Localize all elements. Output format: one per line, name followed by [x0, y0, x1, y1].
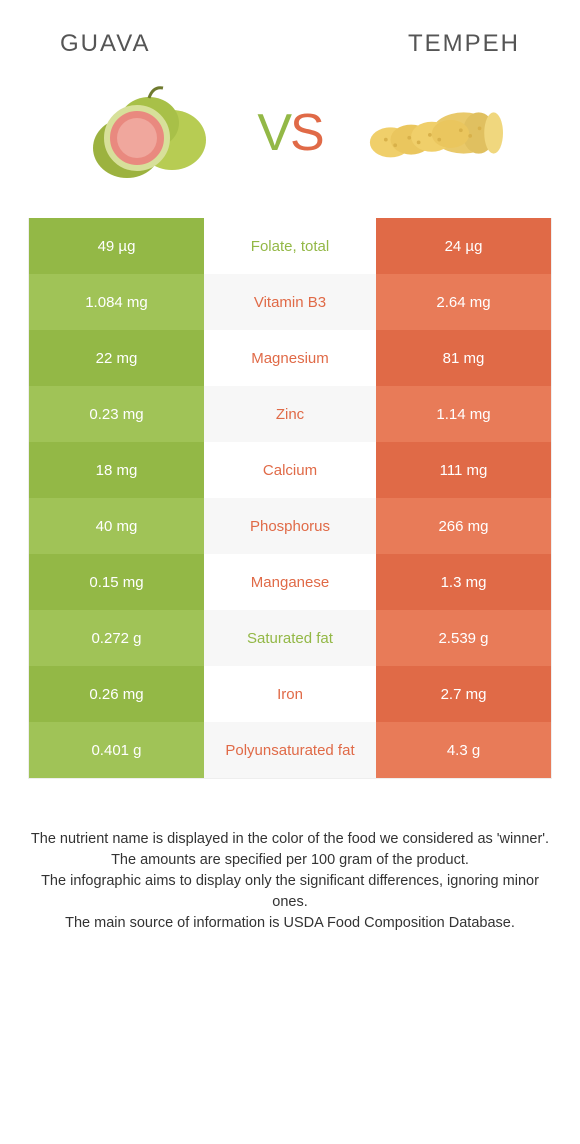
nutrient-label: Vitamin B3	[204, 274, 376, 330]
nutrient-label: Zinc	[204, 386, 376, 442]
nutrient-label: Folate, total	[204, 218, 376, 274]
nutrient-label: Iron	[204, 666, 376, 722]
nutrient-label: Calcium	[204, 442, 376, 498]
table-row: 40 mgPhosphorus266 mg	[29, 498, 551, 554]
table-row: 0.23 mgZinc1.14 mg	[29, 386, 551, 442]
table-row: 22 mgMagnesium81 mg	[29, 330, 551, 386]
value-right: 24 µg	[376, 218, 551, 274]
value-left: 0.401 g	[29, 722, 204, 778]
guava-image	[77, 78, 227, 188]
footer-line: The main source of information is USDA F…	[30, 913, 550, 934]
table-row: 0.401 gPolyunsaturated fat4.3 g	[29, 722, 551, 778]
value-left: 0.15 mg	[29, 554, 204, 610]
table-row: 18 mgCalcium111 mg	[29, 442, 551, 498]
footer-line: The amounts are specified per 100 gram o…	[30, 850, 550, 871]
value-right: 2.7 mg	[376, 666, 551, 722]
nutrient-label: Saturated fat	[204, 610, 376, 666]
header: GUAVA TEMPEH	[0, 0, 580, 68]
nutrient-label: Manganese	[204, 554, 376, 610]
value-left: 49 µg	[29, 218, 204, 274]
value-left: 0.26 mg	[29, 666, 204, 722]
value-right: 2.539 g	[376, 610, 551, 666]
nutrient-label: Magnesium	[204, 330, 376, 386]
table-row: 0.272 gSaturated fat2.539 g	[29, 610, 551, 666]
value-left: 0.272 g	[29, 610, 204, 666]
vs-label: VS	[257, 103, 322, 163]
table-row: 0.15 mgManganese1.3 mg	[29, 554, 551, 610]
table-row: 0.26 mgIron2.7 mg	[29, 666, 551, 722]
food-left-title: GUAVA	[60, 30, 150, 58]
value-right: 111 mg	[376, 442, 551, 498]
nutrient-label: Polyunsaturated fat	[204, 722, 376, 778]
value-left: 22 mg	[29, 330, 204, 386]
value-right: 1.14 mg	[376, 386, 551, 442]
footer-line: The nutrient name is displayed in the co…	[30, 829, 550, 850]
footer-line: The infographic aims to display only the…	[30, 871, 550, 913]
value-right: 4.3 g	[376, 722, 551, 778]
food-right-title: TEMPEH	[408, 30, 520, 58]
table-row: 1.084 mgVitamin B32.64 mg	[29, 274, 551, 330]
vs-v: V	[257, 104, 290, 162]
value-left: 0.23 mg	[29, 386, 204, 442]
nutrient-label: Phosphorus	[204, 498, 376, 554]
vs-s: S	[290, 104, 323, 162]
value-right: 2.64 mg	[376, 274, 551, 330]
value-right: 1.3 mg	[376, 554, 551, 610]
value-left: 40 mg	[29, 498, 204, 554]
value-left: 18 mg	[29, 442, 204, 498]
hero-row: VS	[0, 68, 580, 218]
value-right: 266 mg	[376, 498, 551, 554]
tempeh-image	[353, 78, 503, 188]
value-right: 81 mg	[376, 330, 551, 386]
footer-notes: The nutrient name is displayed in the co…	[0, 779, 580, 954]
table-row: 49 µgFolate, total24 µg	[29, 218, 551, 274]
nutrient-table: 49 µgFolate, total24 µg1.084 mgVitamin B…	[28, 218, 552, 779]
value-left: 1.084 mg	[29, 274, 204, 330]
